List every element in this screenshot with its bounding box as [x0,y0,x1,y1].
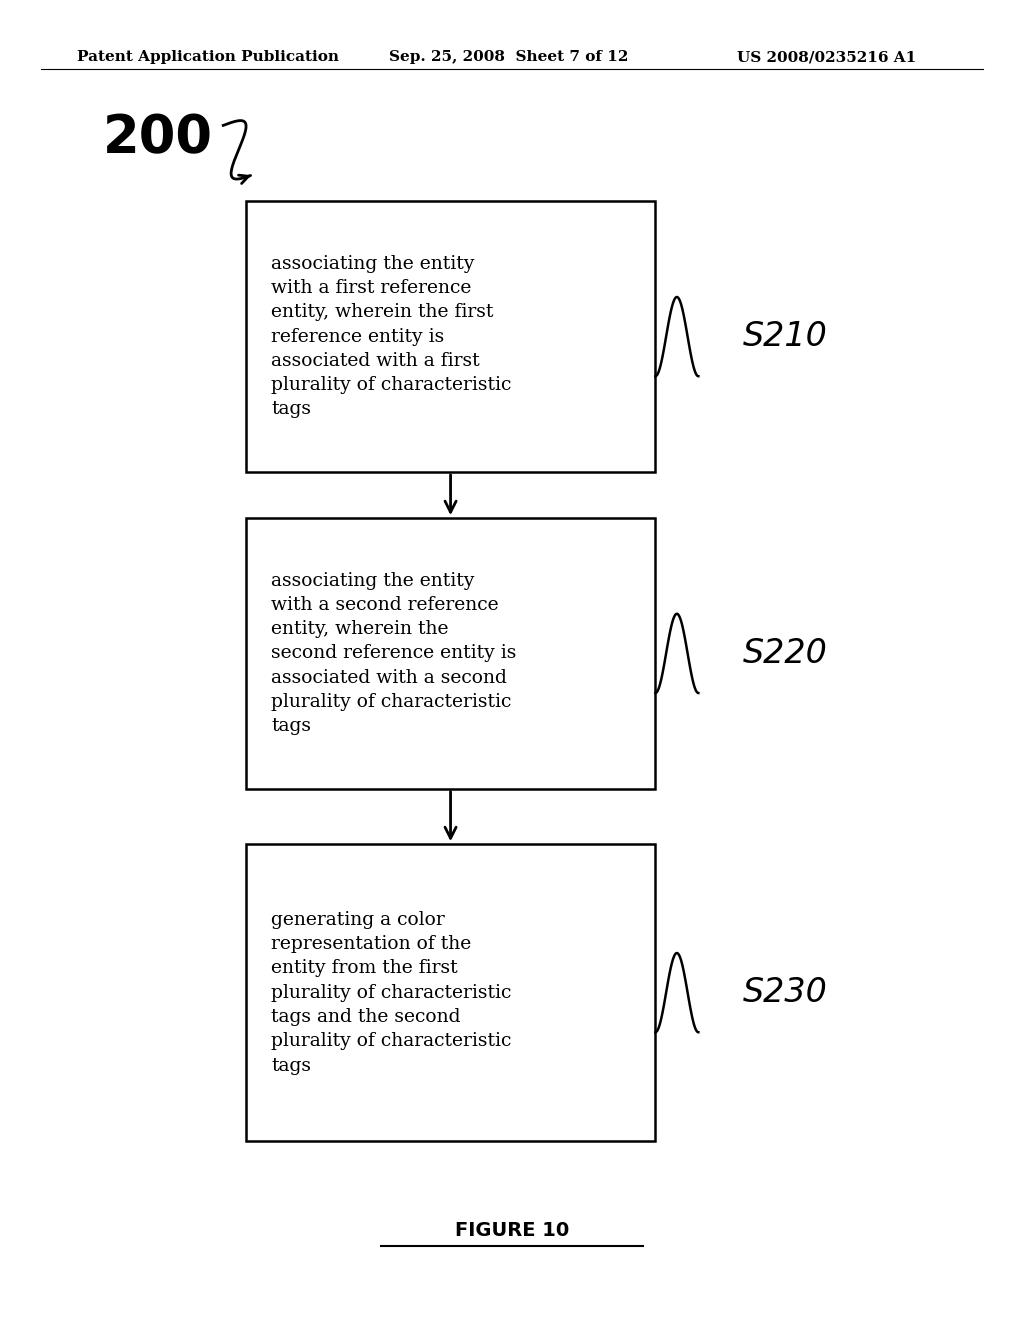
FancyBboxPatch shape [246,517,655,788]
Text: Patent Application Publication: Patent Application Publication [77,50,339,65]
Text: US 2008/0235216 A1: US 2008/0235216 A1 [737,50,916,65]
Text: 200: 200 [102,112,212,164]
Text: generating a color
representation of the
entity from the first
plurality of char: generating a color representation of the… [271,911,512,1074]
FancyBboxPatch shape [246,845,655,1140]
Text: associating the entity
with a first reference
entity, wherein the first
referenc: associating the entity with a first refe… [271,255,512,418]
Text: S230: S230 [742,977,827,1008]
Text: S210: S210 [742,321,827,354]
FancyBboxPatch shape [246,202,655,473]
Text: S220: S220 [742,636,827,671]
Text: FIGURE 10: FIGURE 10 [455,1221,569,1239]
Text: associating the entity
with a second reference
entity, wherein the
second refere: associating the entity with a second ref… [271,572,517,735]
Text: Sep. 25, 2008  Sheet 7 of 12: Sep. 25, 2008 Sheet 7 of 12 [389,50,629,65]
